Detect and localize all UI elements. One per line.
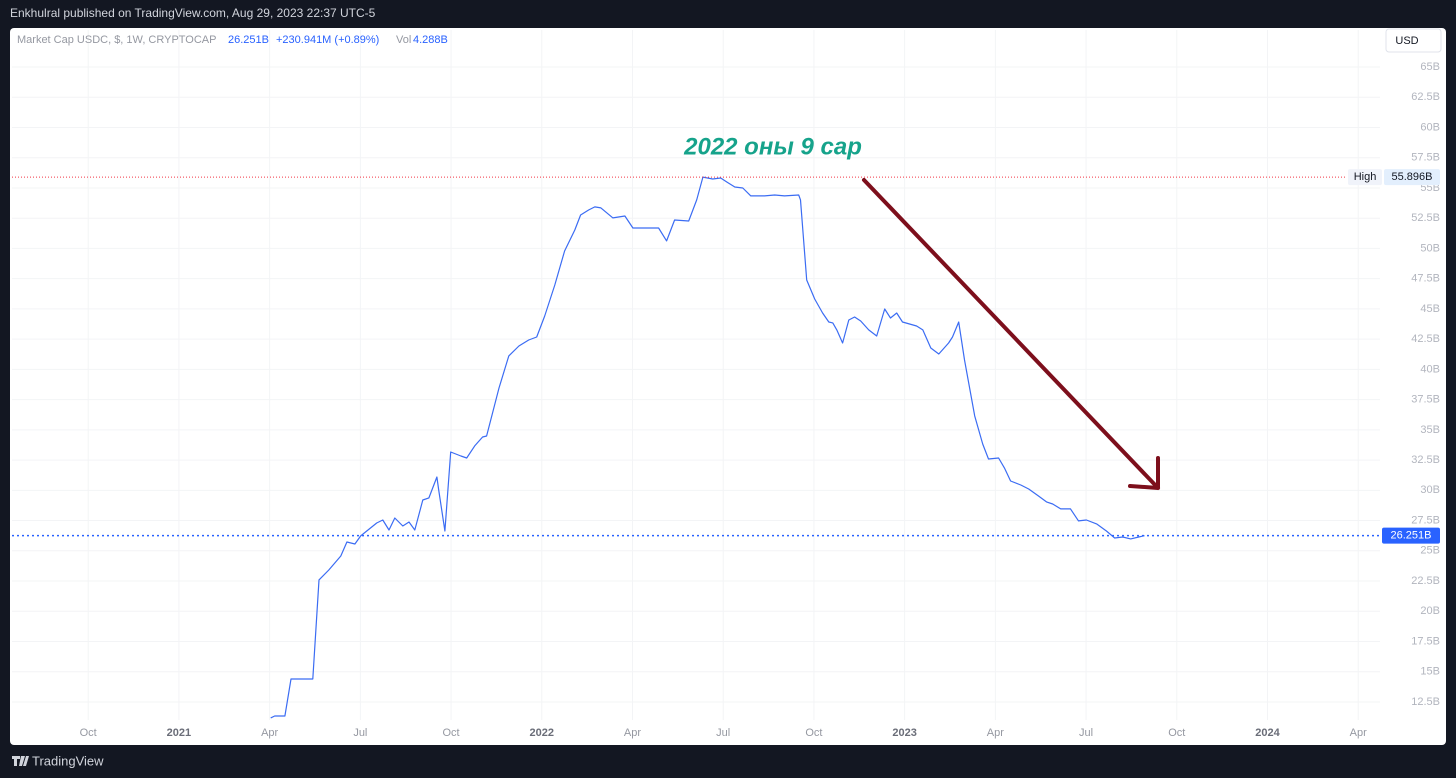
price-label: 26.251B [1391, 530, 1432, 542]
high-label-box [1384, 169, 1440, 186]
y-tick-label: 40B [1420, 363, 1440, 375]
y-tick-label: 45B [1420, 303, 1440, 315]
high-name-box [1348, 169, 1382, 186]
footer-brand: TradingView [32, 753, 104, 768]
x-tick-label: Apr [624, 727, 641, 739]
x-tick-label: Oct [80, 727, 97, 739]
y-tick-label: 57.5B [1411, 152, 1440, 164]
y-tick-label: 47.5B [1411, 273, 1440, 285]
annotation: 2022 оны 9 сар [683, 133, 862, 160]
plot-layer: 12.5B 15B 17.5B 20B 22.5B 25B 27.5B 30B 32.5B 35B… [12, 61, 1440, 739]
x-tick-label: 2024 [1255, 727, 1280, 739]
x-tick-label: 2021 [167, 727, 191, 739]
legend-last: 26.251B [228, 34, 269, 46]
grid-layer [12, 30, 1380, 720]
legend-change: +230.941M (+0.89%) [276, 34, 379, 46]
trend-arrow [862, 178, 1160, 490]
y-tick-label: 50B [1420, 242, 1440, 254]
y-tick-label: 22.5B [1411, 575, 1440, 587]
x-tick-label: Jul [353, 727, 367, 739]
x-tick-label: 2023 [892, 727, 916, 739]
logo-icon [12, 756, 29, 766]
y-tick-label: 15B [1420, 666, 1440, 678]
legend-series: Market Cap USDC, $, 1W, CRYPTOCAP [17, 34, 216, 46]
x-tick-label: 2022 [530, 727, 554, 739]
currency-box[interactable] [1385, 28, 1442, 53]
currency[interactable]: USD [1395, 35, 1418, 47]
chart-panel [10, 28, 1446, 745]
legend-volume-label: Vol [396, 34, 411, 46]
x-tick-label: Oct [805, 727, 822, 739]
y-tick-label: 60B [1420, 121, 1440, 133]
y-tick-label: 12.5B [1411, 696, 1440, 708]
x-tick-label: Apr [1350, 727, 1367, 739]
x-tick-label: Oct [1168, 727, 1185, 739]
x-tick-label: Apr [987, 727, 1004, 739]
high-name: High [1354, 171, 1377, 183]
y-tick-label: 42.5B [1411, 333, 1440, 345]
x-tick-label: Oct [443, 727, 460, 739]
x-tick-label: Jul [1079, 727, 1093, 739]
y-tick-label: 52.5B [1411, 212, 1440, 224]
y-tick-label: 17.5B [1411, 635, 1440, 647]
y-tick-label: 37.5B [1411, 394, 1440, 406]
y-tick-label: 35B [1420, 424, 1440, 436]
x-tick-label: Jul [716, 727, 730, 739]
price-label-box [1382, 527, 1440, 544]
y-tick-label: 30B [1420, 484, 1440, 496]
legend-volume: 4.288B [413, 34, 448, 46]
y-tick-label: 62.5B [1411, 91, 1440, 103]
y-tick-label: 27.5B [1411, 514, 1440, 526]
y-tick-label: 65B [1420, 61, 1440, 73]
y-tick-label: 32.5B [1411, 454, 1440, 466]
y-tick-label: 20B [1420, 605, 1440, 617]
y-tick-label: 25B [1420, 545, 1440, 557]
series-line [270, 176, 1145, 719]
header-text: Enkhulral published on TradingView.com, … [10, 6, 376, 20]
high-label: 55.896B [1392, 171, 1433, 183]
x-tick-label: Apr [261, 727, 278, 739]
